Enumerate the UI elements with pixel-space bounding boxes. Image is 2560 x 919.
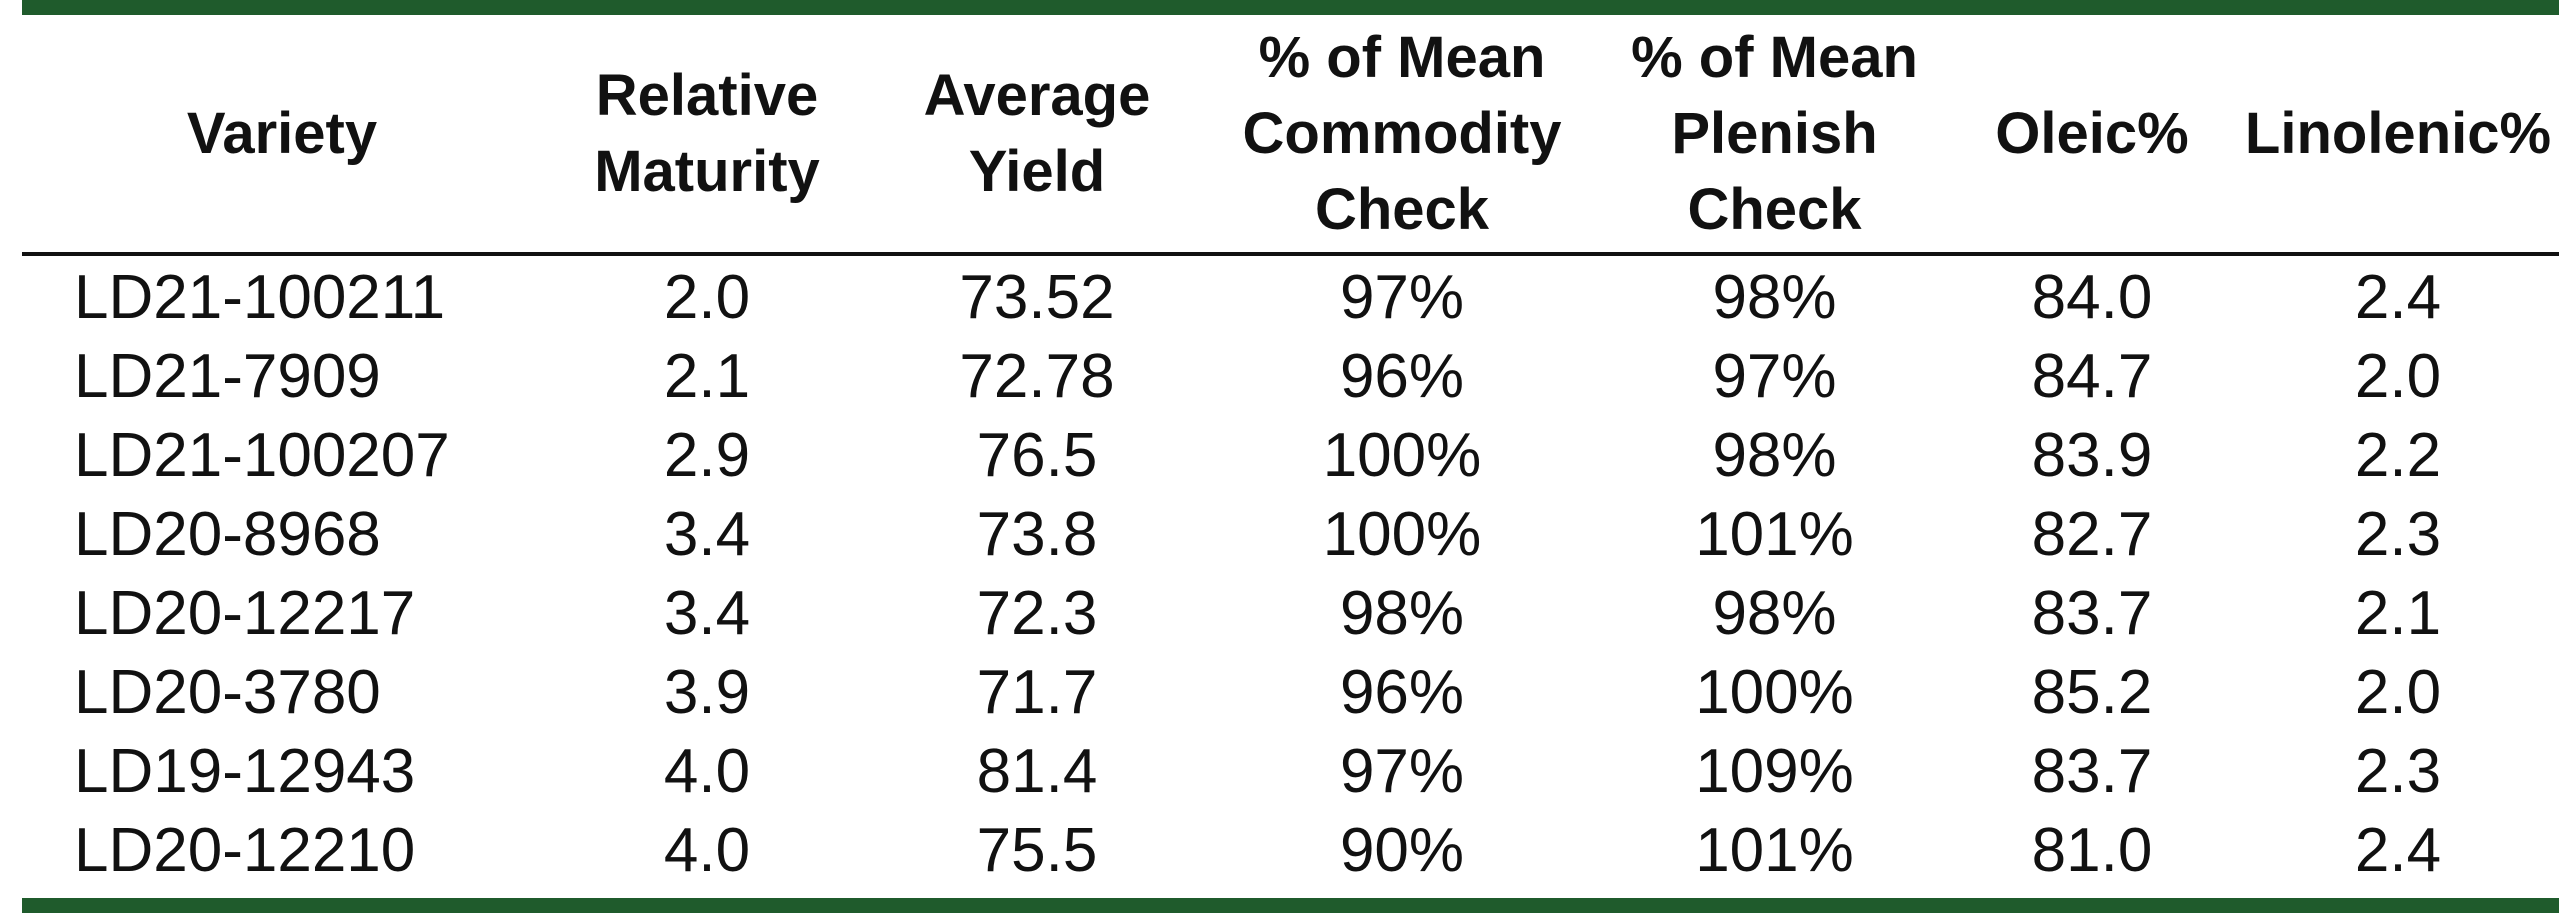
bottom-green-rule	[22, 898, 2559, 913]
cell-relative-maturity: 4.0	[663, 737, 751, 806]
table-row: LD19-12943 4.0 81.4 97% 109% 83.7 2.3	[22, 732, 2559, 811]
header-divider	[22, 252, 2559, 256]
header-line: Linolenic%	[2244, 100, 2552, 166]
cell-variety: LD20-12210	[74, 816, 416, 885]
cell-relative-maturity: 3.4	[663, 579, 751, 648]
cell-pct-commodity: 96%	[1339, 658, 1465, 727]
cell-average-yield: 81.4	[976, 737, 1098, 806]
top-green-rule	[22, 0, 2559, 15]
header-variety: Variety	[22, 15, 542, 252]
cell-oleic: 84.7	[2031, 342, 2153, 411]
cell-linolenic: 2.1	[2354, 579, 2442, 648]
cell-average-yield: 72.78	[959, 342, 1115, 411]
cell-variety: LD20-3780	[74, 658, 381, 727]
header-oleic: Oleic%	[1947, 15, 2237, 252]
header-line: Maturity	[594, 138, 820, 204]
header-pct-mean-plenish-check: % of Mean Plenish Check	[1602, 15, 1947, 252]
table-row: LD20-12210 4.0 75.5 90% 101% 81.0 2.4	[22, 811, 2559, 890]
cell-pct-commodity: 97%	[1339, 737, 1465, 806]
cell-pct-plenish: 100%	[1695, 658, 1854, 727]
cell-linolenic: 2.4	[2354, 263, 2442, 332]
header-line: % of Mean	[1258, 24, 1546, 90]
header-line: % of Mean	[1631, 24, 1918, 90]
cell-oleic: 83.7	[2031, 737, 2153, 806]
table-row: LD21-7909 2.1 72.78 96% 97% 84.7 2.0	[22, 337, 2559, 416]
cell-oleic: 83.7	[2031, 579, 2153, 648]
cell-average-yield: 75.5	[976, 816, 1098, 885]
header-line: Variety	[186, 100, 378, 166]
cell-linolenic: 2.4	[2354, 816, 2442, 885]
cell-oleic: 84.0	[2031, 263, 2153, 332]
cell-variety: LD21-100211	[74, 263, 446, 332]
header-line: Yield	[968, 138, 1106, 204]
cell-oleic: 83.9	[2031, 421, 2153, 490]
cell-pct-plenish: 98%	[1712, 421, 1837, 490]
cell-oleic: 82.7	[2031, 500, 2153, 569]
cell-pct-plenish: 101%	[1695, 500, 1854, 569]
header-linolenic: Linolenic%	[2237, 15, 2559, 252]
variety-data-table: Variety Relative Maturity Average Yield …	[22, 15, 2559, 890]
header-pct-mean-commodity-check: % of Mean Commodity Check	[1202, 15, 1602, 252]
cell-linolenic: 2.0	[2354, 658, 2442, 727]
table-row: LD20-8968 3.4 73.8 100% 101% 82.7 2.3	[22, 495, 2559, 574]
table-row: LD21-100207 2.9 76.5 100% 98% 83.9 2.2	[22, 416, 2559, 495]
header-relative-maturity: Relative Maturity	[542, 15, 872, 252]
cell-pct-plenish: 109%	[1695, 737, 1854, 806]
cell-average-yield: 73.52	[959, 263, 1115, 332]
header-line: Oleic%	[1995, 100, 2189, 166]
cell-variety: LD20-8968	[74, 500, 381, 569]
header-line: Check	[1687, 176, 1862, 242]
cell-linolenic: 2.0	[2354, 342, 2442, 411]
cell-pct-plenish: 98%	[1712, 579, 1837, 648]
cell-oleic: 81.0	[2031, 816, 2153, 885]
cell-pct-commodity: 100%	[1322, 500, 1482, 569]
cell-relative-maturity: 2.0	[663, 263, 751, 332]
cell-pct-commodity: 90%	[1339, 816, 1465, 885]
header-line: Commodity	[1242, 100, 1562, 166]
cell-oleic: 85.2	[2031, 658, 2153, 727]
cell-variety: LD21-100207	[74, 421, 450, 490]
cell-pct-commodity: 98%	[1339, 579, 1465, 648]
cell-variety: LD21-7909	[74, 342, 381, 411]
cell-pct-commodity: 100%	[1322, 421, 1482, 490]
cell-average-yield: 76.5	[976, 421, 1098, 490]
cell-variety: LD19-12943	[74, 737, 416, 806]
cell-relative-maturity: 2.9	[663, 421, 751, 490]
cell-pct-plenish: 98%	[1712, 263, 1837, 332]
cell-relative-maturity: 4.0	[663, 816, 751, 885]
cell-average-yield: 72.3	[976, 579, 1098, 648]
header-line: Relative	[595, 62, 819, 128]
header-row: Variety Relative Maturity Average Yield …	[22, 15, 2559, 252]
header-line: Plenish	[1671, 100, 1878, 166]
cell-variety: LD20-12217	[74, 579, 416, 648]
cell-average-yield: 71.7	[976, 658, 1098, 727]
header-line: Average	[923, 62, 1151, 128]
table-row: LD21-100211 2.0 73.52 97% 98% 84.0 2.4	[22, 252, 2559, 337]
header-line: Check	[1314, 176, 1490, 242]
cell-pct-commodity: 97%	[1339, 263, 1465, 332]
cell-relative-maturity: 3.4	[663, 500, 751, 569]
cell-linolenic: 2.3	[2354, 500, 2442, 569]
table-row: LD20-3780 3.9 71.7 96% 100% 85.2 2.0	[22, 653, 2559, 732]
cell-pct-plenish: 101%	[1695, 816, 1854, 885]
cell-relative-maturity: 2.1	[663, 342, 751, 411]
cell-linolenic: 2.3	[2354, 737, 2442, 806]
cell-pct-plenish: 97%	[1712, 342, 1837, 411]
cell-linolenic: 2.2	[2354, 421, 2442, 490]
cell-relative-maturity: 3.9	[663, 658, 751, 727]
table-row: LD20-12217 3.4 72.3 98% 98% 83.7 2.1	[22, 574, 2559, 653]
cell-pct-commodity: 96%	[1339, 342, 1465, 411]
header-average-yield: Average Yield	[872, 15, 1202, 252]
cell-average-yield: 73.8	[976, 500, 1098, 569]
